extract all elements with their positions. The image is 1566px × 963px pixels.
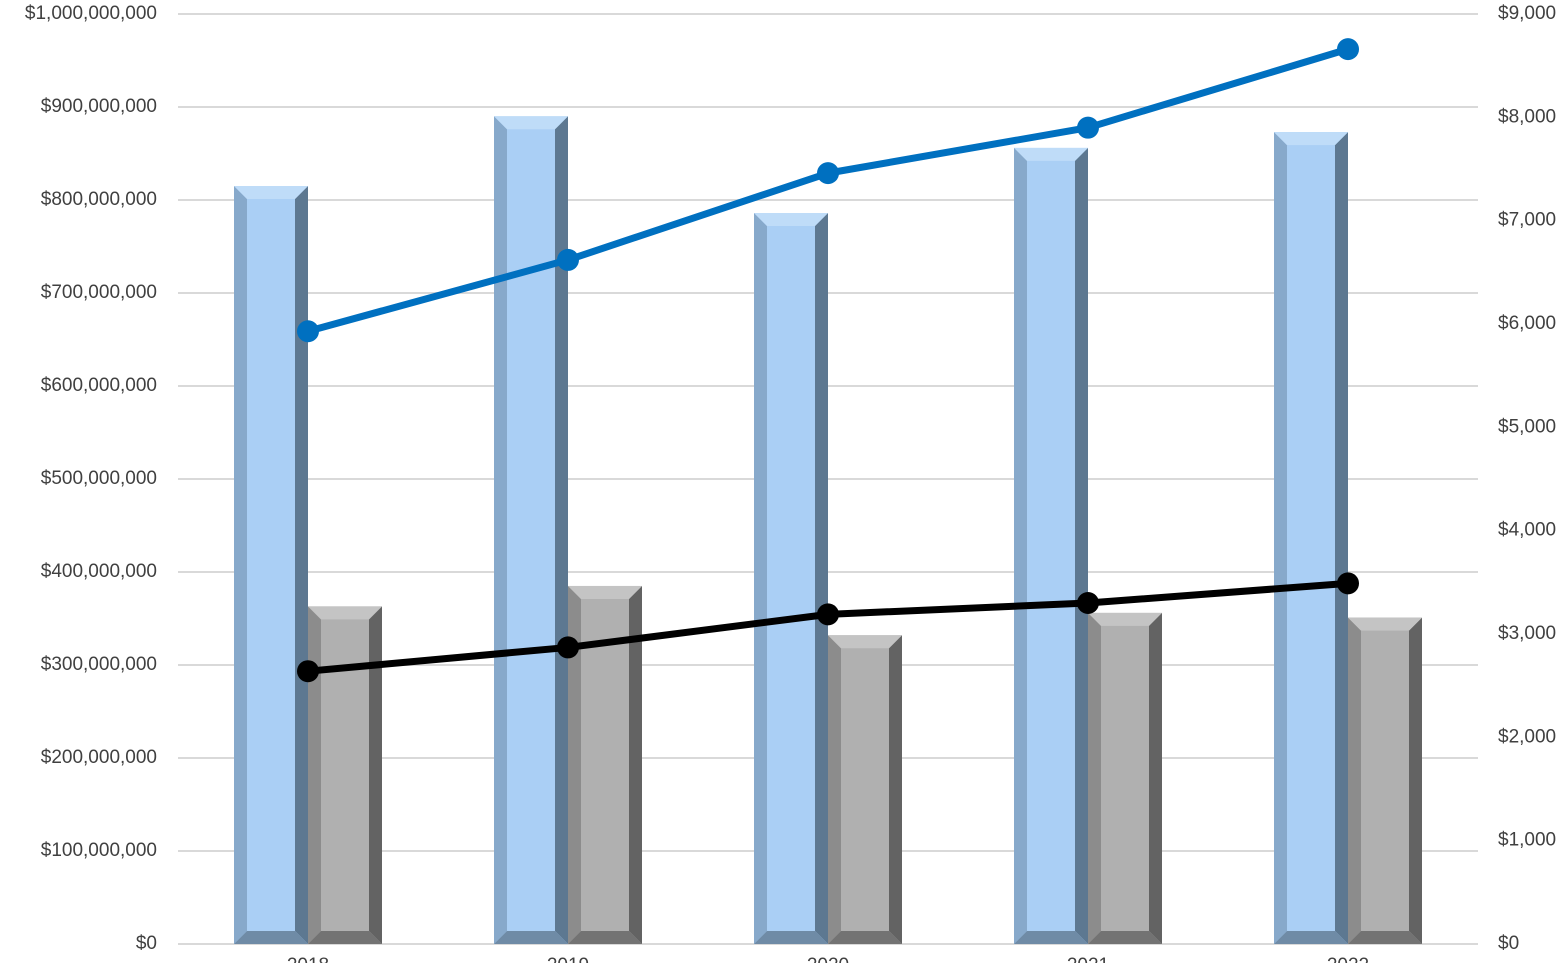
left-tick-label: $500,000,000 xyxy=(41,468,157,489)
right-tick-label: $3,000 xyxy=(1498,623,1556,644)
data-point xyxy=(297,660,319,683)
bar xyxy=(1274,132,1348,945)
x-tick-label: 2020 xyxy=(807,955,849,963)
right-tick-label: $6,000 xyxy=(1498,313,1556,334)
right-tick-label: $2,000 xyxy=(1498,726,1556,747)
x-tick-label: 2021 xyxy=(1067,955,1109,963)
left-tick-label: $600,000,000 xyxy=(41,375,157,396)
left-tick-label: $300,000,000 xyxy=(41,654,157,675)
x-tick-label: 2022 xyxy=(1327,955,1369,963)
right-tick-label: $0 xyxy=(1498,933,1519,954)
data-point xyxy=(817,603,839,626)
left-tick-label: $200,000,000 xyxy=(41,747,157,768)
data-point xyxy=(817,162,839,185)
bar xyxy=(494,116,568,945)
data-point xyxy=(557,248,579,271)
x-tick-label: 2018 xyxy=(287,955,329,963)
bar xyxy=(308,606,382,944)
bar-series xyxy=(234,116,1422,945)
right-tick-label: $7,000 xyxy=(1498,210,1556,231)
data-point xyxy=(557,636,579,659)
x-tick-label: 2019 xyxy=(547,955,589,963)
bar xyxy=(1348,617,1422,944)
data-point xyxy=(1077,592,1099,614)
left-tick-label: $900,000,000 xyxy=(41,96,157,117)
data-point xyxy=(1337,572,1359,595)
bar xyxy=(754,213,828,944)
data-point xyxy=(297,320,319,343)
x-axis-ticks: 2018 2019 2020 2021 2022 xyxy=(287,955,1369,963)
left-tick-label: $1,000,000,000 xyxy=(25,3,157,24)
bar xyxy=(1014,147,1088,945)
line-series xyxy=(297,38,1359,683)
right-tick-label: $4,000 xyxy=(1498,520,1556,541)
right-tick-label: $8,000 xyxy=(1498,106,1556,127)
bar xyxy=(828,635,902,944)
left-tick-label: $0 xyxy=(136,933,157,954)
left-axis-ticks: $0 $100,000,000 $200,000,000 $300,000,000 $4… xyxy=(25,3,157,954)
bar xyxy=(1088,612,1162,944)
data-point xyxy=(1077,116,1099,139)
right-tick-label: $9,000 xyxy=(1498,3,1556,24)
left-tick-label: $400,000,000 xyxy=(41,561,157,582)
data-point xyxy=(1337,38,1359,61)
left-tick-label: $800,000,000 xyxy=(41,189,157,210)
left-tick-label: $100,000,000 xyxy=(41,840,157,861)
right-tick-label: $5,000 xyxy=(1498,416,1556,437)
left-tick-label: $700,000,000 xyxy=(41,282,157,303)
right-axis-ticks: $0 $1,000 $2,000 $3,000 $4,000 $5,000 $6,000 $7… xyxy=(1498,3,1556,954)
right-tick-label: $1,000 xyxy=(1498,830,1556,851)
bar xyxy=(234,186,308,945)
